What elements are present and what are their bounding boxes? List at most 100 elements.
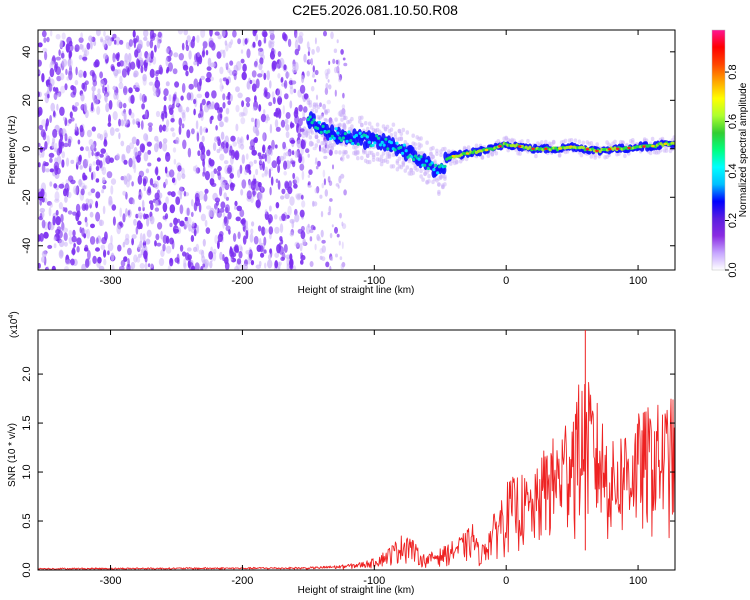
spectrogram-noise-blob — [341, 104, 346, 109]
spectrogram-noise-blob — [194, 164, 198, 175]
spectrogram-y-tick-label: -20 — [21, 189, 33, 205]
spectrogram-ridge-core — [345, 139, 349, 143]
spectrogram-noise-blob — [260, 186, 264, 192]
spectrogram-noise-blob — [221, 30, 226, 38]
spectrogram-noise-blob — [90, 102, 94, 112]
spectrogram-noise-blob — [89, 211, 94, 218]
spectrogram-noise-blob — [336, 233, 340, 238]
spectrogram-ridge-core — [386, 147, 390, 151]
spectrogram-ridge-core — [393, 148, 397, 152]
spectrogram-noise-blob — [219, 251, 223, 261]
spectrogram-noise-blob — [275, 88, 281, 96]
spectrogram-noise-blob — [95, 200, 99, 209]
spectrogram-noise-blob — [68, 175, 74, 182]
spectrogram-noise-blob — [169, 169, 175, 178]
spectrogram-noise-blob — [93, 99, 99, 105]
spectrogram-ridge-halo — [350, 116, 354, 122]
spectrogram-noise-blob — [323, 178, 326, 186]
spectrogram-noise-blob — [235, 123, 239, 132]
spectrogram-noise-blob — [215, 200, 220, 206]
spectrogram-noise-blob — [108, 100, 113, 110]
spectrogram-noise-blob — [230, 135, 236, 142]
spectrogram-noise-blob — [99, 219, 103, 227]
spectrogram-ridge-halo — [437, 189, 441, 195]
spectrogram-noise-blob — [55, 216, 61, 226]
spectrogram-noise-blob — [240, 117, 246, 125]
spectrogram-noise-blob — [38, 106, 43, 116]
spectrogram-noise-blob — [181, 42, 185, 51]
spectrogram-noise-blob — [258, 160, 263, 166]
spectrogram-noise-blob — [71, 235, 77, 243]
spectrogram-noise-blob — [144, 262, 148, 270]
spectrogram-noise-blob — [194, 53, 200, 63]
spectrogram-x-tick-label: 0 — [503, 275, 509, 287]
spectrogram-noise-blob — [242, 263, 248, 270]
spectrogram-ridge-core — [321, 124, 325, 128]
spectrogram-noise-blob — [237, 169, 241, 179]
spectrogram-noise-blob — [260, 252, 265, 258]
spectrogram-noise-blob — [263, 249, 267, 254]
spectrogram-ridge-halo — [551, 140, 556, 145]
spectrogram-noise-blob — [341, 221, 344, 227]
spectrogram-noise-blob — [111, 204, 117, 211]
spectrogram-noise-blob — [258, 49, 261, 57]
spectrogram-noise-blob — [234, 205, 237, 210]
spectrogram-noise-blob — [55, 209, 59, 216]
spectrogram-noise-blob — [182, 64, 189, 71]
spectrogram-noise-blob — [161, 110, 165, 116]
spectrogram-noise-blob — [232, 233, 237, 242]
spectrogram-ridge-halo — [314, 131, 319, 137]
spectrogram-y-tick-label: 0 — [21, 146, 33, 152]
spectrogram-noise-blob — [289, 86, 294, 95]
spectrogram-noise-blob — [165, 235, 170, 244]
spectrogram-ridge-core — [312, 118, 316, 122]
spectrogram-noise-blob — [92, 79, 98, 87]
spectrogram-ridge-halo — [334, 117, 338, 122]
spectrogram-noise-blob — [300, 128, 305, 133]
spectrogram-noise-blob — [263, 36, 267, 44]
spectrogram-ridge-halo — [419, 136, 423, 141]
spectrogram-noise-blob — [263, 109, 266, 115]
spectrogram-ridge-core — [424, 159, 429, 163]
spectrogram-noise-blob — [307, 174, 311, 178]
spectrogram-noise-blob — [61, 32, 66, 40]
spectrogram-noise-blob — [223, 216, 228, 224]
spectrogram-noise-blob — [76, 237, 82, 245]
spectrogram-noise-blob — [308, 169, 313, 176]
spectrogram-noise-blob — [142, 176, 148, 184]
spectrogram-noise-blob — [229, 173, 234, 179]
spectrogram-noise-blob — [247, 164, 251, 171]
spectrogram-noise-blob — [301, 116, 306, 121]
spectrogram-noise-blob — [294, 213, 300, 223]
spectrogram-noise-blob — [260, 113, 267, 123]
spectrogram-noise-blob — [88, 139, 94, 146]
spectrogram-noise-blob — [179, 204, 184, 215]
spectrogram-noise-blob — [274, 119, 279, 128]
spectrogram-noise-blob — [80, 93, 85, 102]
spectrogram-noise-blob — [53, 243, 57, 249]
spectrogram-noise-blob — [93, 147, 97, 152]
spectrogram-noise-blob — [214, 208, 219, 214]
spectrogram-ridge-core — [306, 117, 310, 122]
spectrogram-noise-blob — [236, 258, 242, 265]
spectrogram-noise-blob — [234, 265, 239, 270]
spectrogram-noise-blob — [123, 175, 128, 185]
spectrogram-noise-blob — [196, 93, 203, 99]
spectrogram-noise-blob — [259, 191, 263, 202]
spectrogram-noise-blob — [39, 199, 42, 206]
spectrogram-noise-blob — [300, 259, 304, 265]
spectrogram-noise-blob — [124, 238, 130, 246]
spectrogram-noise-blob — [129, 142, 135, 150]
spectrogram-noise-blob — [309, 236, 313, 242]
spectrogram-noise-blob — [179, 186, 185, 192]
spectrogram-noise-blob — [257, 73, 263, 78]
spectrogram-noise-blob — [283, 243, 288, 253]
spectrogram-noise-blob — [53, 147, 57, 152]
spectrogram-noise-blob — [264, 228, 268, 234]
spectrogram-noise-blob — [54, 61, 59, 69]
spectrogram-noise-blob — [101, 177, 106, 184]
spectrogram-noise-blob — [165, 245, 172, 254]
spectrogram-noise-blob — [186, 207, 190, 216]
spectrogram-noise-blob — [215, 125, 218, 131]
spectrogram-noise-blob — [155, 70, 161, 75]
